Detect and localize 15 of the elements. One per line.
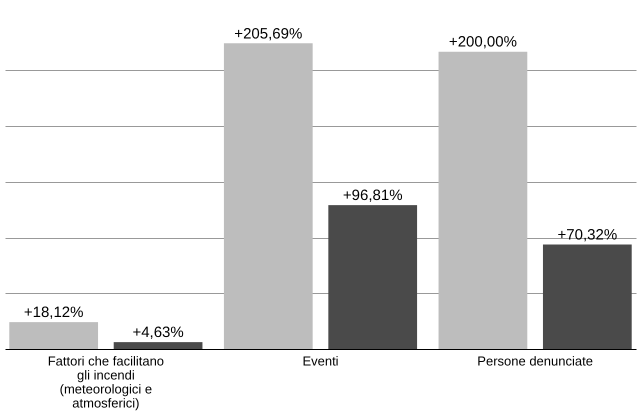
data-label: +96,81%: [342, 187, 403, 204]
bar: [328, 205, 418, 349]
bar: [114, 342, 202, 349]
data-label: +18,12%: [24, 304, 84, 322]
x-tick-label: Eventi: [302, 354, 339, 368]
bar: [224, 43, 313, 349]
data-label: +205,69%: [234, 25, 302, 42]
bar: [9, 322, 98, 349]
bar: [438, 52, 528, 349]
data-label: +200,00%: [448, 34, 517, 51]
bar: [542, 244, 632, 349]
x-tick-label: Fattori che facilitano gli incendi (meteorologici e atmosferici): [48, 354, 164, 410]
data-label: +4,63%: [132, 324, 184, 342]
data-label: +70,32%: [558, 226, 618, 244]
x-tick-label: Persone denunciate: [477, 354, 593, 368]
